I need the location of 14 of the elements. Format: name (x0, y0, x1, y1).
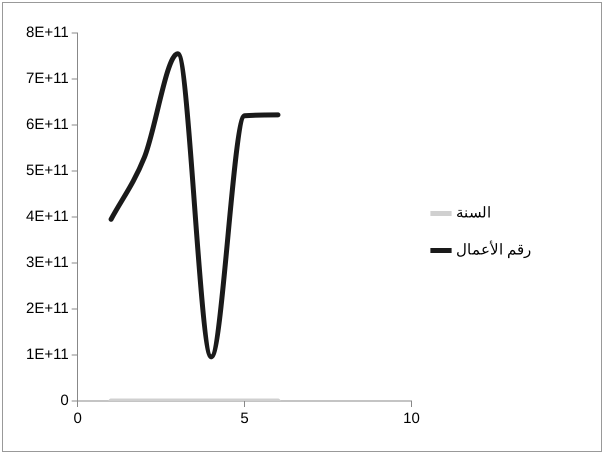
y-tick-label: 7E+11 (26, 70, 69, 88)
x-tick-label: 5 (240, 410, 249, 428)
x-tick-label: 10 (403, 410, 420, 428)
y-tick-label: 4E+11 (26, 208, 69, 226)
y-tick-label: 3E+11 (26, 254, 69, 272)
y-tick-label: 0 (60, 392, 69, 410)
x-tick-label: 0 (74, 410, 82, 428)
legend-label: السنة (456, 204, 491, 222)
y-tick-label: 1E+11 (26, 346, 69, 364)
y-tick-label: 8E+11 (26, 24, 69, 42)
y-tick-label: 6E+11 (26, 116, 69, 134)
legend-label: رقم الأعمال (456, 240, 532, 259)
y-tick-label: 5E+11 (26, 162, 69, 180)
y-tick-label: 2E+11 (26, 300, 69, 318)
